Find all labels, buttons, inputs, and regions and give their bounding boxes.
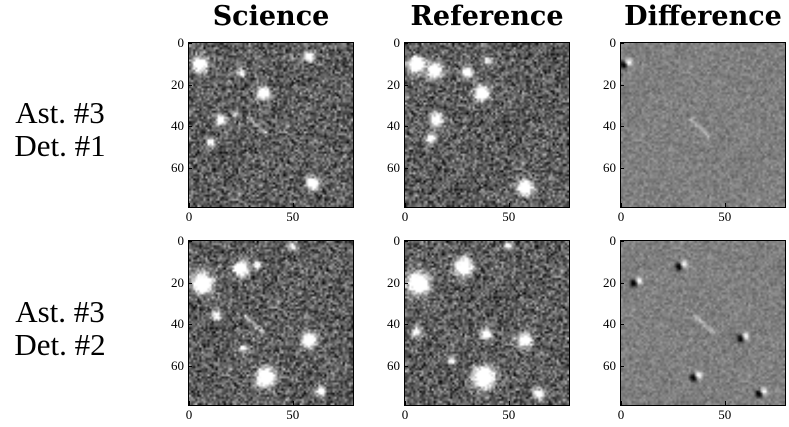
- panel-science-det2: [188, 240, 354, 406]
- x-tick-label: 50: [718, 407, 732, 422]
- row-label-2: Ast. #3 Det. #2: [0, 295, 120, 361]
- row-label-2-asteroid: Ast. #3: [15, 294, 105, 329]
- y-tick-mark: [188, 167, 192, 169]
- x-tick-label: 0: [185, 407, 193, 422]
- y-tick-label: 0: [177, 35, 185, 50]
- y-tick-label: 20: [387, 274, 400, 290]
- x-tick-label: 0: [185, 209, 193, 224]
- y-tick-label: 20: [603, 76, 616, 92]
- y-tick-mark: [404, 167, 408, 169]
- x-tick-label: 0: [401, 209, 409, 224]
- y-tick-mark: [404, 126, 408, 127]
- panel-difference-det1: [620, 42, 786, 208]
- y-tick-label: 0: [393, 233, 401, 248]
- column-title-reference: Reference: [410, 1, 564, 32]
- y-tick-label: 60: [387, 159, 400, 175]
- row-label-1-detection: Det. #1: [14, 128, 106, 163]
- reference-image-det2: [405, 241, 569, 405]
- difference-image-det2: [621, 241, 785, 405]
- x-tick-label: 50: [718, 209, 732, 224]
- y-tick-mark: [620, 241, 624, 242]
- y-tick-label: 60: [171, 357, 184, 373]
- panel-science-det1: [188, 42, 354, 208]
- x-tick-label: 0: [401, 407, 409, 422]
- y-tick-label: 0: [609, 35, 617, 50]
- y-tick-label: 0: [177, 233, 185, 248]
- x-tick-mark: [189, 203, 190, 207]
- x-tick-label: 50: [502, 407, 516, 422]
- y-tick-label: 20: [171, 76, 184, 92]
- y-tick-mark: [188, 365, 192, 367]
- x-tick-mark: [724, 401, 726, 405]
- x-tick-mark: [508, 401, 510, 405]
- reference-image-det1: [405, 43, 569, 207]
- x-tick-mark: [189, 401, 190, 405]
- y-tick-mark: [188, 84, 192, 86]
- y-tick-label: 20: [387, 76, 400, 92]
- y-tick-mark: [404, 84, 408, 86]
- row-label-1: Ast. #3 Det. #1: [0, 96, 120, 162]
- x-tick-mark: [405, 203, 406, 207]
- difference-image-det1: [621, 43, 785, 207]
- y-tick-label: 0: [609, 233, 617, 248]
- y-tick-mark: [404, 241, 408, 242]
- x-tick-label: 50: [286, 209, 300, 224]
- x-tick-mark: [508, 203, 510, 207]
- x-tick-mark: [292, 203, 294, 207]
- y-tick-mark: [188, 282, 192, 284]
- row-label-2-detection: Det. #2: [14, 327, 106, 362]
- panel-reference-det2: [404, 240, 570, 406]
- y-tick-mark: [620, 324, 624, 325]
- y-tick-mark: [404, 282, 408, 284]
- y-tick-label: 20: [171, 274, 184, 290]
- y-tick-mark: [404, 324, 408, 325]
- y-tick-mark: [620, 365, 624, 367]
- y-tick-label: 0: [393, 35, 401, 50]
- y-tick-mark: [620, 43, 624, 44]
- panel-reference-det1: [404, 42, 570, 208]
- y-tick-mark: [188, 324, 192, 325]
- y-tick-mark: [620, 167, 624, 169]
- x-tick-label: 50: [502, 209, 516, 224]
- y-tick-label: 60: [171, 159, 184, 175]
- y-tick-mark: [620, 282, 624, 284]
- x-tick-mark: [724, 203, 726, 207]
- x-tick-label: 50: [286, 407, 300, 422]
- panel-difference-det2: [620, 240, 786, 406]
- y-tick-label: 60: [387, 357, 400, 373]
- x-tick-label: 0: [617, 209, 625, 224]
- column-title-science: Science: [212, 1, 330, 32]
- y-tick-label: 60: [603, 357, 616, 373]
- y-tick-mark: [188, 43, 192, 44]
- y-tick-label: 40: [603, 118, 616, 133]
- x-tick-mark: [621, 401, 622, 405]
- x-tick-label: 0: [617, 407, 625, 422]
- y-tick-label: 40: [603, 316, 616, 331]
- y-tick-mark: [188, 126, 192, 127]
- y-tick-label: 60: [603, 159, 616, 175]
- y-tick-label: 40: [387, 316, 400, 331]
- y-tick-mark: [620, 126, 624, 127]
- y-tick-mark: [404, 43, 408, 44]
- y-tick-mark: [404, 365, 408, 367]
- y-tick-label: 20: [603, 274, 616, 290]
- y-tick-label: 40: [171, 118, 184, 133]
- y-tick-mark: [188, 241, 192, 242]
- y-tick-label: 40: [387, 118, 400, 133]
- x-tick-mark: [405, 401, 406, 405]
- science-image-det1: [189, 43, 353, 207]
- column-title-difference: Difference: [624, 1, 782, 32]
- x-tick-mark: [621, 203, 622, 207]
- row-label-1-asteroid: Ast. #3: [15, 95, 105, 130]
- y-tick-label: 40: [171, 316, 184, 331]
- x-tick-mark: [292, 401, 294, 405]
- y-tick-mark: [620, 84, 624, 86]
- science-image-det2: [189, 241, 353, 405]
